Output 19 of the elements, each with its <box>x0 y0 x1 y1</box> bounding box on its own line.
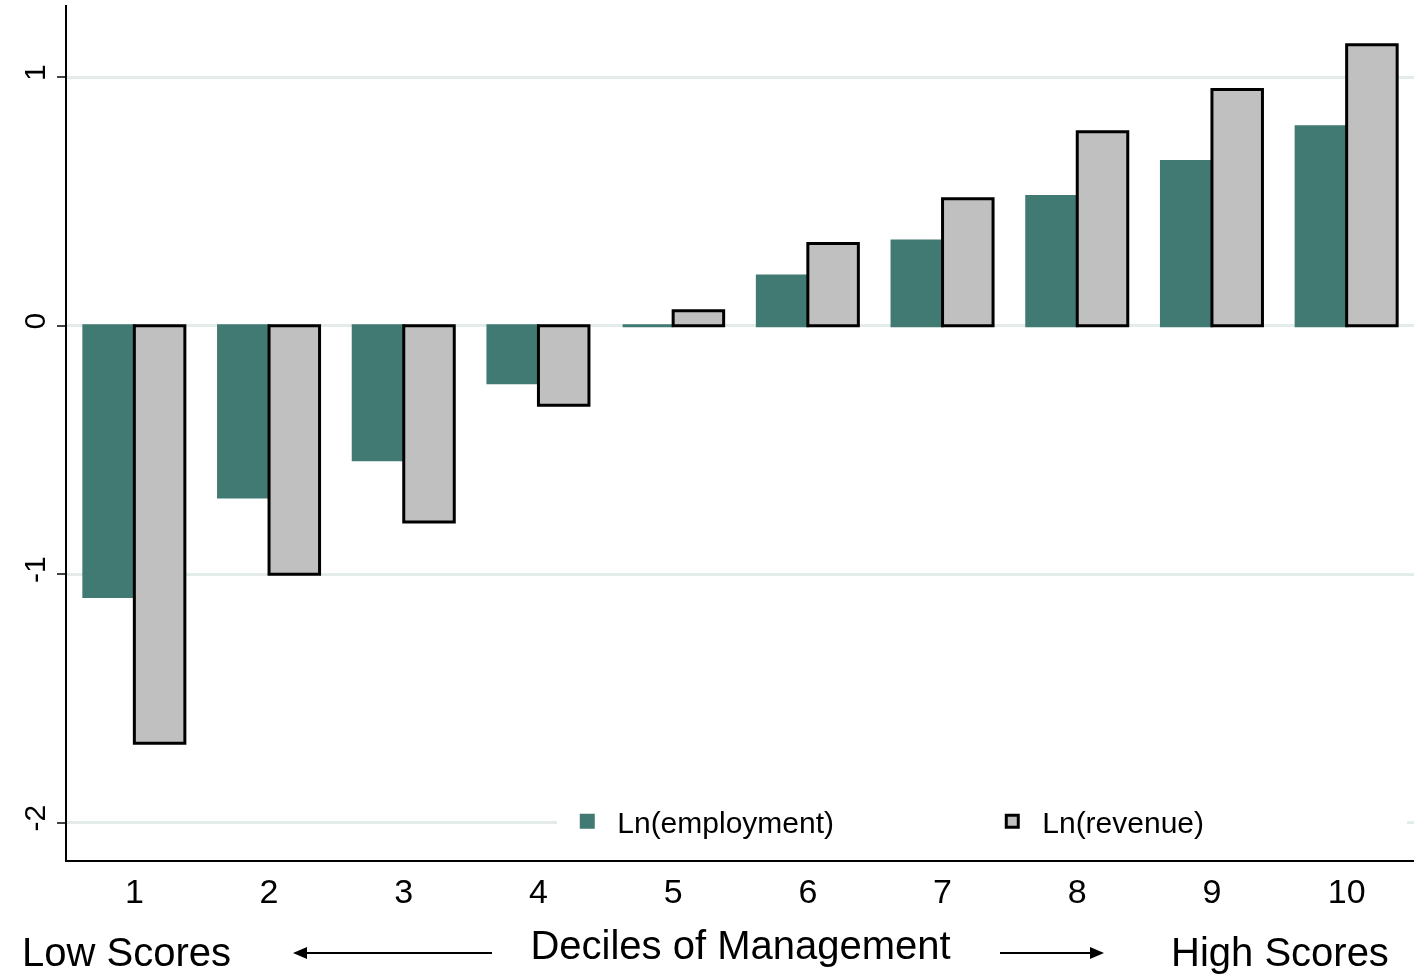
x-tick-label: 1 <box>124 871 144 910</box>
text: Low Scores <box>22 930 231 974</box>
x-tick-label: 6 <box>798 871 818 910</box>
y-tick-label: 0 <box>18 312 51 330</box>
x-tick-label: 8 <box>1067 871 1087 910</box>
text: High Scores <box>1171 930 1389 974</box>
x-tick-label: 7 <box>933 871 953 910</box>
x-tick-label: 5 <box>663 871 683 910</box>
y-tick-label: -1 <box>18 556 51 584</box>
y-tick-label: -2 <box>18 804 51 832</box>
x-tick-label: 4 <box>528 871 548 910</box>
x-axis-title: Deciles of Management <box>530 922 951 967</box>
y-tick-label: 1 <box>18 64 51 81</box>
x-tick-label: 9 <box>1202 871 1222 910</box>
x-tick-label: 2 <box>259 871 279 910</box>
x-tick-label: 3 <box>394 871 414 910</box>
legend-label: Ln(revenue) <box>1042 805 1205 839</box>
x-tick-label: 10 <box>1327 871 1366 910</box>
legend-label: Ln(employment) <box>617 805 835 839</box>
